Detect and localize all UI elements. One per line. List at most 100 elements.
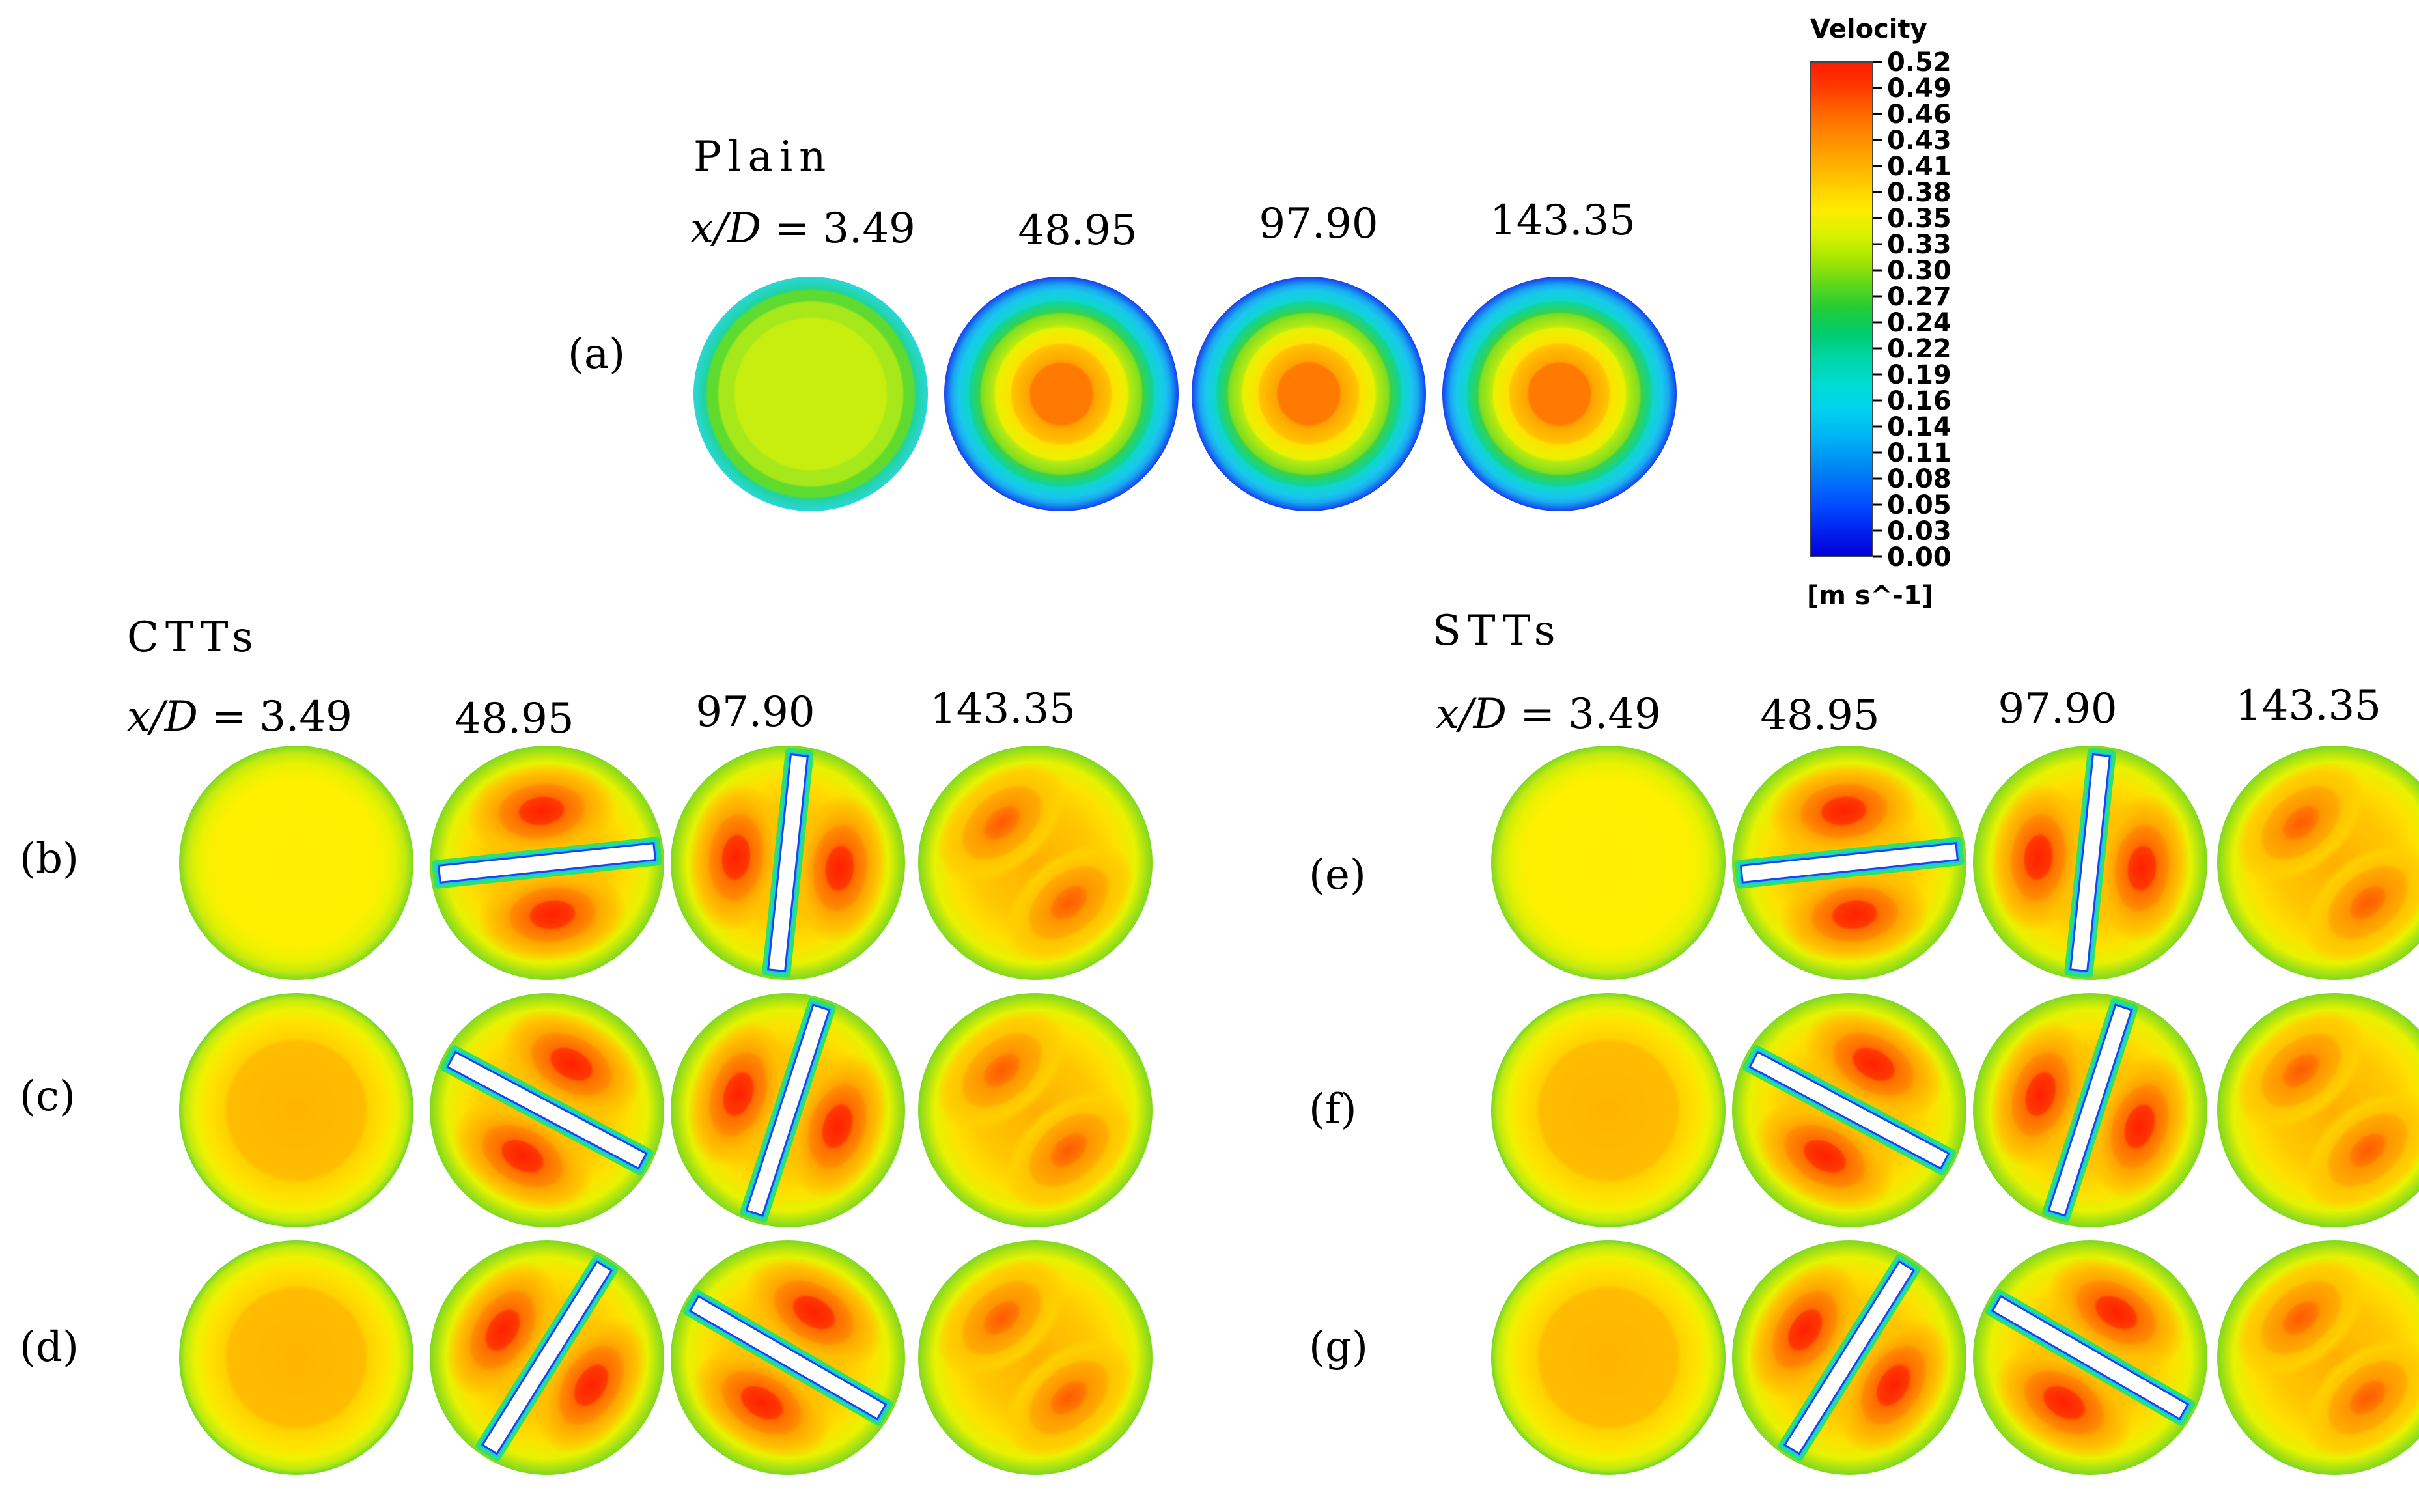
contour-g-x-3-49 [1491, 1240, 1726, 1475]
ctts-title: CTTs [127, 613, 260, 662]
contour-g-station-3-core [2236, 1257, 2366, 1378]
contour-d-x-3-49 [179, 1240, 413, 1475]
ctts-xd-143-35: 143.35 [930, 685, 1076, 733]
plain-xd-48-95: 48.95 [1018, 206, 1137, 255]
contour-c-station-3-core [1003, 1090, 1134, 1211]
contour-c-x-3-49 [179, 993, 413, 1227]
colorbar-tick-label: 0.00 [1887, 542, 1951, 572]
plain-title: Plain [693, 133, 832, 181]
stts-xd-143-35: 143.35 [2235, 682, 2381, 730]
contour-e-station-2-tape-body [2069, 753, 2111, 973]
colorbar-tick-label: 0.24 [1887, 308, 1951, 338]
contour-b-station-1-core [467, 763, 617, 859]
colorbar-tick-label: 0.35 [1887, 204, 1951, 234]
contour-c-station-2-tape [740, 998, 836, 1223]
row-label-e: (e) [1309, 851, 1366, 899]
plain-contour-97-90 [1192, 277, 1426, 511]
colorbar-tick-label: 0.19 [1887, 360, 1951, 390]
contour-c-station-1-tape-body [446, 1050, 648, 1170]
colorbar-units: [m s^-1] [1807, 581, 1933, 611]
plain-contour-3-49 [693, 277, 928, 511]
contour-g-station-2-tape-body [1991, 1295, 2190, 1421]
colorbar-tick-label: 0.03 [1887, 516, 1951, 546]
colorbar-tick-label: 0.27 [1887, 282, 1951, 312]
contour-e-station-2-core [1991, 783, 2086, 932]
contour-c-station-1-tape [440, 1045, 654, 1175]
contour-f-x-3-49 [1491, 993, 1726, 1227]
contour-f-station-2-tape [2042, 998, 2138, 1223]
colorbar-tick-label: 0.41 [1887, 152, 1951, 182]
colorbar-tick-label: 0.11 [1887, 438, 1951, 468]
stts-xd-label: x/D = 3.49 [1436, 690, 1661, 738]
contour-e-x-3-49 [1491, 746, 1726, 980]
row-label-b: (b) [20, 835, 79, 883]
contour-f-station-3-core [2236, 1010, 2366, 1130]
contour-b-station-2-tape [762, 748, 814, 978]
contour-b-station-1-tape [432, 837, 662, 889]
contour-f-station-1-tape [1742, 1045, 1956, 1175]
ctts-xd-label: x/D = 3.49 [127, 693, 352, 741]
plain-xd-143-35: 143.35 [1490, 197, 1636, 245]
contour-e-station-1-tape-body [1739, 842, 1959, 884]
contour-g-station-1-tape-body [1783, 1260, 1916, 1455]
colorbar-tick-label: 0.08 [1887, 464, 1951, 494]
plain-xd-label: x/D = 3.49 [690, 204, 916, 253]
contour-e-station-1-core [1769, 763, 1919, 859]
plain-contour-48-95 [944, 277, 1179, 511]
contour-e-station-3-core [2302, 843, 2419, 963]
contour-f-station-2-core [2089, 1054, 2190, 1199]
contour-b-station-1-tape-body [437, 842, 657, 884]
contour-d-station-3-core [937, 1257, 1067, 1378]
row-label-f: (f) [1309, 1085, 1357, 1134]
plain-section: Plain x/D = 3.49 48.95 97.90 143.35 (a) [568, 133, 1677, 511]
stts-xd-97-90: 97.90 [1998, 685, 2117, 733]
colorbar-tick-label: 0.22 [1887, 334, 1951, 364]
contour-f-station-2-core [1990, 1021, 2091, 1167]
contour-b-x-3-49 [179, 746, 413, 980]
contour-g-station-2-tape [1985, 1289, 2196, 1426]
stts-xd-48-95: 48.95 [1760, 692, 1879, 740]
tape-insert-contours [179, 746, 2419, 1475]
contour-c-station-3-core [937, 1010, 1067, 1130]
plain-xd-97-90: 97.90 [1259, 200, 1378, 248]
contour-d-station-2-tape-body [688, 1295, 888, 1421]
row-label-d: (d) [20, 1323, 79, 1371]
colorbar-tick-label: 0.30 [1887, 256, 1951, 286]
plain-contour-143-35 [1442, 277, 1677, 511]
ctts-xd-48-95: 48.95 [454, 695, 574, 743]
contour-c-station-2-core [787, 1054, 888, 1199]
contour-b-station-3-core [937, 763, 1067, 883]
contour-d-station-1-tape [475, 1254, 619, 1461]
ctts-section: CTTs x/D = 3.49 48.95 97.90 143.35 (b) (… [20, 613, 1076, 1371]
contour-e-station-2-core [2094, 793, 2190, 943]
contour-f-station-2-tape-body [2047, 1003, 2133, 1217]
colorbar-tick-label: 0.16 [1887, 386, 1951, 416]
colorbar: Velocity 0.520.490.460.430.410.380.350.3… [1807, 14, 1951, 611]
contour-e-station-1-tape [1734, 837, 1965, 889]
contour-b-station-2-tape-body [767, 753, 809, 973]
contour-b-station-2-core [688, 783, 784, 932]
row-label-a: (a) [568, 330, 625, 378]
colorbar-tick-label: 0.43 [1887, 126, 1951, 156]
contour-d-station-2-tape [682, 1289, 893, 1426]
contour-g-station-3-core [2302, 1337, 2419, 1458]
contour-c-station-2-core [688, 1021, 789, 1167]
contour-g-station-1-tape [1778, 1254, 1921, 1461]
row-label-c: (c) [20, 1072, 76, 1121]
contour-b-station-3-core [1003, 843, 1134, 963]
contour-d-station-3-core [1003, 1337, 1134, 1458]
colorbar-tick-label: 0.46 [1887, 100, 1951, 130]
contour-f-station-3-core [2302, 1090, 2419, 1211]
stts-title: STTs [1433, 607, 1562, 655]
contour-f-station-1-tape-body [1748, 1050, 1950, 1170]
colorbar-tick-label: 0.49 [1887, 74, 1951, 104]
colorbar-gradient [1810, 61, 1873, 557]
contour-e-station-1-core [1780, 867, 1929, 962]
ctts-xd-97-90: 97.90 [695, 688, 815, 736]
colorbar-tick-label: 0.38 [1887, 178, 1951, 208]
colorbar-tick-label: 0.14 [1887, 412, 1951, 442]
colorbar-tick-label: 0.05 [1887, 490, 1951, 520]
contour-b-station-1-core [477, 867, 627, 962]
colorbar-tick-label: 0.52 [1887, 48, 1951, 77]
